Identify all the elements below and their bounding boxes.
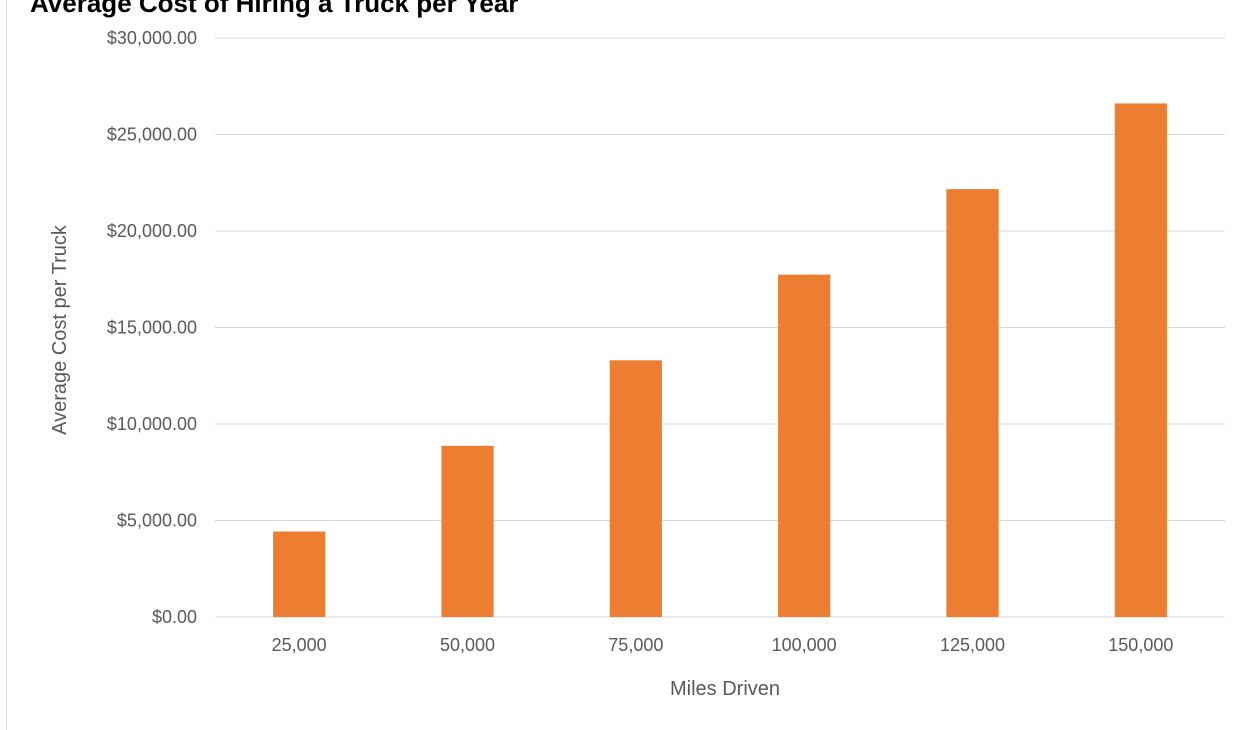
chart-border: [6, 0, 7, 730]
gridlines: [215, 37, 1225, 618]
y-tick-label: $10,000.00: [107, 414, 197, 434]
y-tick-label: $15,000.00: [107, 318, 197, 338]
bar: [609, 360, 662, 617]
y-tick-label: $25,000.00: [107, 125, 197, 145]
bar: [778, 274, 831, 617]
bar: [273, 531, 326, 617]
x-tick-label: 50,000: [440, 635, 495, 655]
chart-title: Average Cost of Hiring a Truck per Year: [30, 0, 518, 18]
x-axis-ticks: 25,000 50,000 75,000 100,000 125,000 150,000: [272, 635, 1174, 655]
x-tick-label: 75,000: [608, 635, 663, 655]
x-axis-title: Miles Driven: [670, 678, 780, 700]
bars: [273, 103, 1167, 617]
bar: [441, 445, 494, 617]
x-tick-label: 125,000: [940, 635, 1005, 655]
x-tick-label: 100,000: [772, 635, 837, 655]
x-tick-label: 25,000: [272, 635, 327, 655]
y-tick-label: $0.00: [152, 607, 197, 627]
bar: [946, 189, 999, 617]
y-tick-label: $20,000.00: [107, 221, 197, 241]
y-tick-label: $5,000.00: [117, 511, 197, 531]
x-tick-label: 150,000: [1108, 635, 1173, 655]
y-axis-ticks: $0.00 $5,000.00 $10,000.00 $15,000.00 $20,00…: [107, 28, 197, 627]
bar: [1114, 103, 1167, 617]
y-axis-title: Average Cost per Truck: [49, 224, 71, 435]
title-layer: Average Cost of Hiring a Truck per Year: [30, 0, 518, 18]
y-tick-label: $30,000.00: [107, 28, 197, 48]
